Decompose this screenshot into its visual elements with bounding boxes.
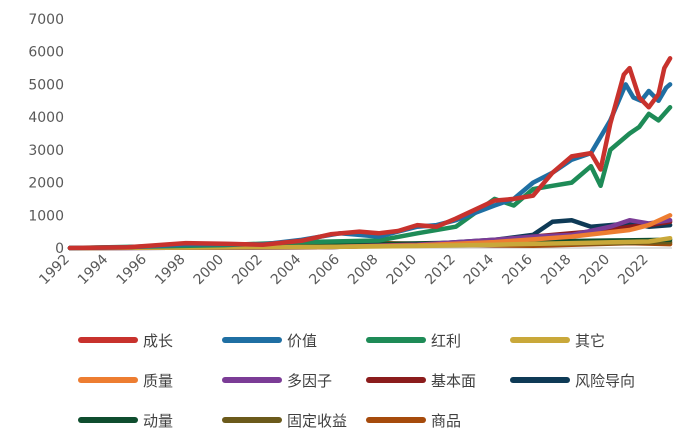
- x-tick-label: 1994: [75, 251, 112, 288]
- legend-label: 其它: [575, 332, 605, 350]
- x-tick-label: 2014: [461, 251, 498, 288]
- legend-label: 多因子: [287, 372, 332, 390]
- series-layer: [67, 56, 673, 251]
- legend-label: 红利: [431, 332, 461, 350]
- x-tick-label: 2002: [229, 252, 266, 289]
- legend-label: 成长: [143, 332, 173, 350]
- y-tick-label: 6000: [28, 45, 64, 61]
- x-tick-label: 2020: [577, 252, 614, 289]
- y-tick-label: 7000: [28, 12, 64, 28]
- x-tick-label: 2008: [345, 252, 382, 289]
- series-line: [67, 105, 673, 251]
- legend-label: 商品: [431, 412, 461, 430]
- y-tick-label: 1000: [28, 208, 64, 224]
- legend-label: 固定收益: [287, 412, 347, 430]
- legend-label: 动量: [143, 412, 173, 430]
- x-tick-label: 2010: [384, 252, 421, 289]
- x-tick-label: 2016: [499, 251, 536, 288]
- series-line: [67, 56, 673, 251]
- x-tick-label: 2000: [191, 252, 228, 289]
- legend-label: 风险导向: [575, 372, 635, 390]
- x-tick-label: 2022: [615, 252, 652, 289]
- y-tick-label: 3000: [28, 143, 64, 159]
- x-tick-label: 2018: [538, 252, 575, 289]
- x-tick-label: 2012: [422, 252, 459, 289]
- legend-label: 价值: [287, 332, 317, 350]
- legend-label: 质量: [143, 372, 173, 390]
- y-tick-label: 2000: [28, 176, 64, 192]
- x-tick-label: 1998: [152, 252, 189, 289]
- y-tick-label: 0: [55, 241, 64, 257]
- x-tick-label: 2004: [268, 251, 305, 288]
- x-tick-label: 2006: [306, 251, 343, 288]
- legend-label: 基本面: [431, 372, 476, 390]
- y-tick-label: 5000: [28, 77, 64, 93]
- x-tick-label: 1996: [113, 251, 150, 288]
- series-line: [67, 235, 673, 251]
- y-tick-label: 4000: [28, 110, 64, 126]
